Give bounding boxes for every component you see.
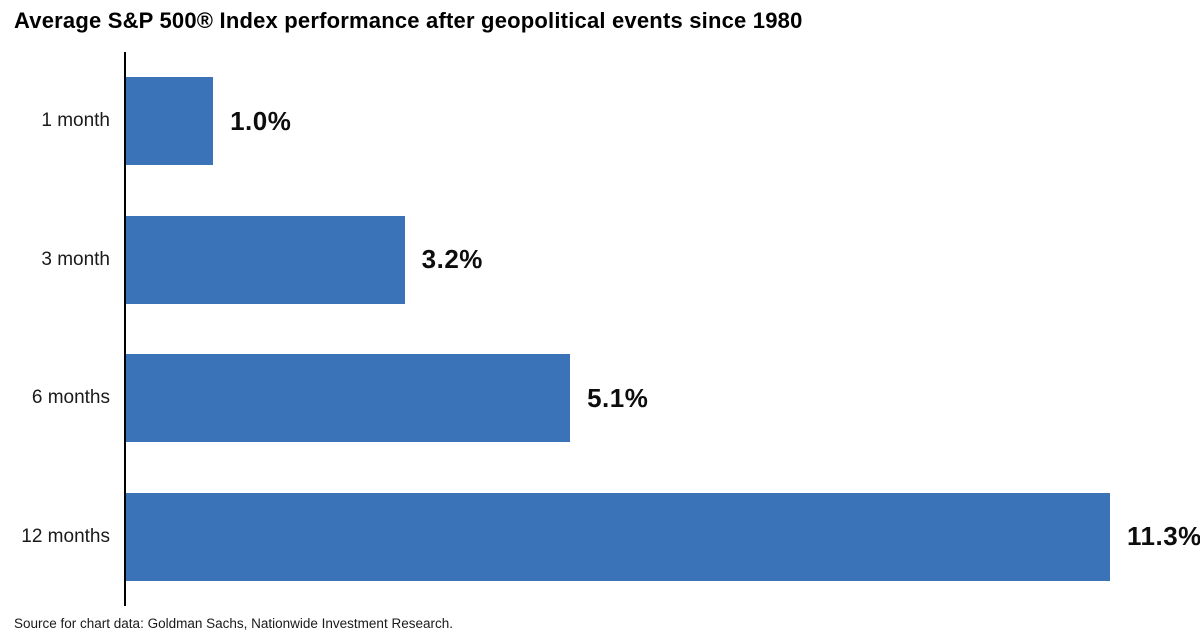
bar [126, 354, 571, 443]
bar-chart: 1 month 1.0% 3 month 3.2% 6 months 5.1% 12 mon… [0, 52, 1200, 606]
source-note: Source for chart data: Goldman Sachs, Na… [14, 616, 453, 631]
chart-rows: 1 month 1.0% 3 month 3.2% 6 months 5.1% 12 mon… [0, 52, 1200, 606]
chart-title: Average S&P 500® Index performance after… [14, 8, 803, 33]
y-axis-line [124, 52, 126, 606]
value-label: 3.2% [421, 244, 483, 275]
value-label: 5.1% [587, 382, 649, 413]
chart-row: 3 month 3.2% [0, 191, 1200, 330]
bar [126, 215, 405, 304]
chart-row: 12 months 11.3% [0, 468, 1200, 607]
value-label: 1.0% [230, 105, 292, 136]
category-label: 3 month [41, 248, 110, 270]
category-label: 12 months [21, 525, 110, 547]
chart-row: 6 months 5.1% [0, 329, 1200, 468]
bar [126, 77, 214, 166]
bar [126, 492, 1110, 581]
category-label: 6 months [31, 387, 110, 409]
chart-row: 1 month 1.0% [0, 52, 1200, 191]
category-label: 1 month [41, 110, 110, 132]
value-label: 11.3% [1127, 521, 1200, 552]
